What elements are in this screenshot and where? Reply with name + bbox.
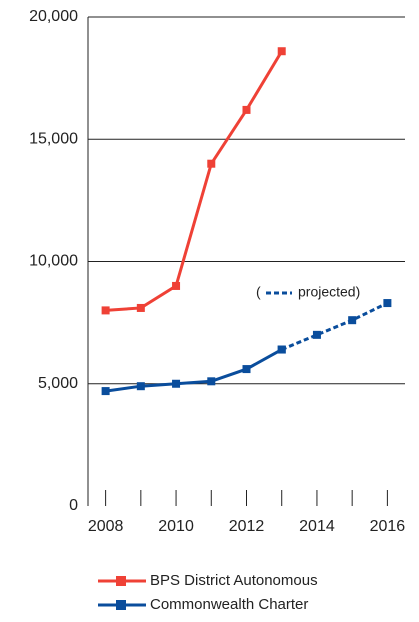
y-tick-label: 5,000 [38, 375, 78, 392]
legend-marker [116, 576, 126, 586]
point [207, 159, 216, 168]
x-tick-label: 2016 [370, 518, 406, 535]
x-tick-label: 2012 [229, 518, 265, 535]
legend-marker [116, 600, 126, 610]
y-tick-label: 0 [69, 497, 78, 514]
point [242, 105, 251, 114]
line [105, 348, 283, 393]
point [172, 281, 181, 290]
point [312, 330, 321, 339]
legend-label: BPS District Autonomous [150, 572, 318, 589]
point [101, 387, 110, 396]
point [277, 47, 286, 56]
x-tick-label: 2010 [158, 518, 194, 535]
y-tick-label: 10,000 [29, 253, 78, 270]
point [207, 377, 216, 386]
legend-label: Commonwealth Charter [150, 596, 308, 613]
y-tick-label: 15,000 [29, 130, 78, 147]
projected-line [281, 301, 389, 351]
point [348, 316, 357, 325]
y-tick-label: 20,000 [29, 8, 78, 25]
point [101, 306, 110, 315]
point [136, 303, 145, 312]
annotation: projected) [298, 284, 360, 300]
point [172, 379, 181, 388]
point [242, 365, 251, 374]
x-tick-label: 2008 [88, 518, 124, 535]
point [277, 345, 286, 354]
annotation: ( [256, 284, 261, 300]
point [383, 299, 392, 308]
x-tick-label: 2014 [299, 518, 335, 535]
point [136, 382, 145, 391]
line [105, 50, 284, 312]
